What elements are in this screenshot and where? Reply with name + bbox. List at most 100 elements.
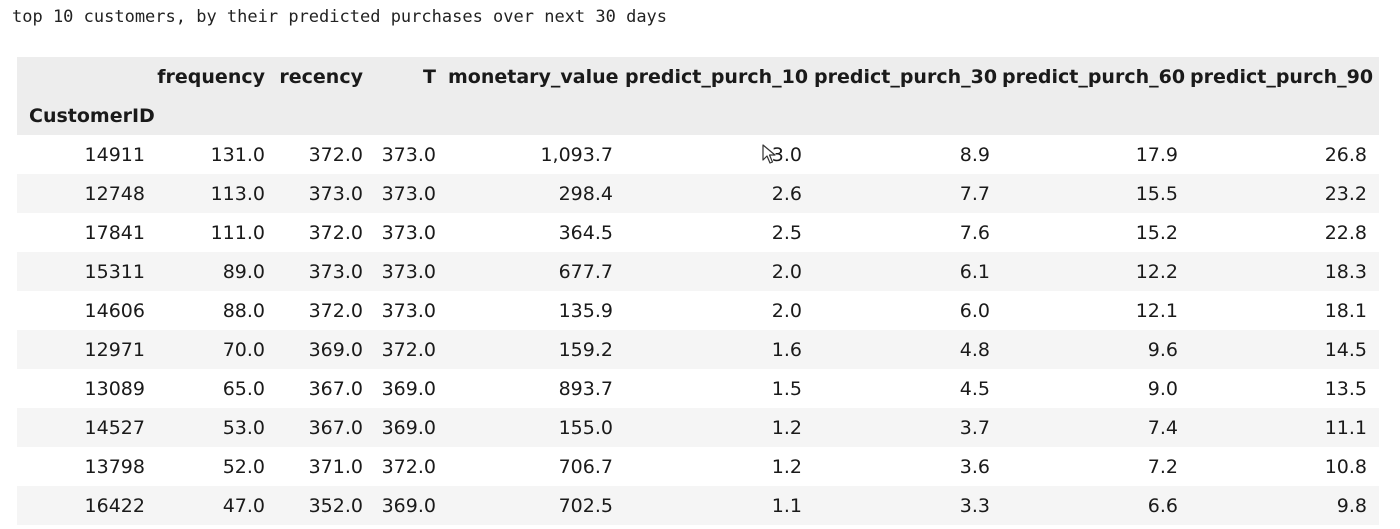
table-cell: 111.0 [157,213,277,252]
table-cell: 26.8 [1190,135,1379,174]
table-row: 12971 70.0 369.0 372.0 159.2 1.6 4.8 9.6 14.5 [17,330,1379,369]
table-cell: 65.0 [157,369,277,408]
row-index-customer-id: 16422 [17,486,157,525]
table-cell: 13.5 [1190,369,1379,408]
table-cell: 159.2 [448,330,625,369]
table-cell: 352.0 [277,486,375,525]
table-cell: 15.2 [1002,213,1190,252]
column-header: monetary_value [448,57,625,96]
table-cell: 1.1 [625,486,814,525]
table-cell: 6.6 [1002,486,1190,525]
table-cell: 372.0 [375,447,448,486]
table-cell: 7.2 [1002,447,1190,486]
table-cell: 10.8 [1190,447,1379,486]
index-name-filler [157,96,277,135]
table-cell: 372.0 [277,213,375,252]
table-row: 15311 89.0 373.0 373.0 677.7 2.0 6.1 12.2 18.3 [17,252,1379,291]
table-cell: 2.0 [625,252,814,291]
column-header: frequency [157,57,277,96]
column-header: predict_purch_10 [625,57,814,96]
index-corner [17,57,157,96]
table-cell: 7.7 [814,174,1002,213]
table-cell: 22.8 [1190,213,1379,252]
table-cell: 3.3 [814,486,1002,525]
table-cell: 6.1 [814,252,1002,291]
table-cell: 15.5 [1002,174,1190,213]
row-index-customer-id: 14527 [17,408,157,447]
table-cell: 17.9 [1002,135,1190,174]
table-cell: 373.0 [375,252,448,291]
table-cell: 1.5 [625,369,814,408]
table-cell: 14.5 [1190,330,1379,369]
table-cell: 3.6 [814,447,1002,486]
table-cell: 702.5 [448,486,625,525]
table-cell: 369.0 [375,486,448,525]
table-cell: 2.5 [625,213,814,252]
row-index-customer-id: 13089 [17,369,157,408]
table-cell: 12.1 [1002,291,1190,330]
table-cell: 9.8 [1190,486,1379,525]
table-cell: 11.1 [1190,408,1379,447]
table-cell: 677.7 [448,252,625,291]
table-cell: 1.2 [625,408,814,447]
index-name-filler [625,96,814,135]
table-cell: 7.4 [1002,408,1190,447]
table-cell: 9.6 [1002,330,1190,369]
table-cell: 6.0 [814,291,1002,330]
table-row: 16422 47.0 352.0 369.0 702.5 1.1 3.3 6.6 9.8 [17,486,1379,525]
column-header: T [375,57,448,96]
table-cell: 52.0 [157,447,277,486]
table-cell: 135.9 [448,291,625,330]
table-cell: 706.7 [448,447,625,486]
column-header: recency [277,57,375,96]
table-row: 13089 65.0 367.0 369.0 893.7 1.5 4.5 9.0 13.5 [17,369,1379,408]
table-cell: 2.0 [625,291,814,330]
index-name-row: CustomerID [17,96,1379,135]
column-header: predict_purch_60 [1002,57,1190,96]
table-body: 14911 131.0 372.0 373.0 1,093.7 3.0 8.9 17.9 26.… [17,135,1379,525]
index-name-filler [448,96,625,135]
table-row: 14527 53.0 367.0 369.0 155.0 1.2 3.7 7.4 11.1 [17,408,1379,447]
table-cell: 893.7 [448,369,625,408]
column-header: predict_purch_90 [1190,57,1379,96]
table-cell: 373.0 [277,174,375,213]
table-row: 17841 111.0 372.0 373.0 364.5 2.5 7.6 15.2 22.8 [17,213,1379,252]
table-cell: 1.6 [625,330,814,369]
table-cell: 373.0 [277,252,375,291]
column-header-row: frequency recency T monetary_value predi… [17,57,1379,96]
index-name-filler [1002,96,1190,135]
table-cell: 8.9 [814,135,1002,174]
row-index-customer-id: 14911 [17,135,157,174]
table-cell: 131.0 [157,135,277,174]
row-index-customer-id: 14606 [17,291,157,330]
table-cell: 1.2 [625,447,814,486]
table-cell: 113.0 [157,174,277,213]
table-cell: 369.0 [277,330,375,369]
table-cell: 3.0 [625,135,814,174]
table-cell: 89.0 [157,252,277,291]
table-cell: 4.8 [814,330,1002,369]
table-cell: 53.0 [157,408,277,447]
index-name-filler [1190,96,1379,135]
table-cell: 2.6 [625,174,814,213]
table-cell: 18.3 [1190,252,1379,291]
row-index-customer-id: 12748 [17,174,157,213]
table-row: 13798 52.0 371.0 372.0 706.7 1.2 3.6 7.2 10.8 [17,447,1379,486]
table-cell: 47.0 [157,486,277,525]
table-cell: 367.0 [277,408,375,447]
table-cell: 373.0 [375,291,448,330]
mouse-pointer-icon [762,144,776,164]
table-cell: 367.0 [277,369,375,408]
table-cell: 4.5 [814,369,1002,408]
table-cell: 369.0 [375,408,448,447]
row-index-customer-id: 17841 [17,213,157,252]
table-cell: 88.0 [157,291,277,330]
table-cell: 3.7 [814,408,1002,447]
column-header: predict_purch_30 [814,57,1002,96]
table-cell: 12.2 [1002,252,1190,291]
index-name-filler [375,96,448,135]
table-cell: 371.0 [277,447,375,486]
table-cell: 372.0 [277,291,375,330]
table-cell: 9.0 [1002,369,1190,408]
